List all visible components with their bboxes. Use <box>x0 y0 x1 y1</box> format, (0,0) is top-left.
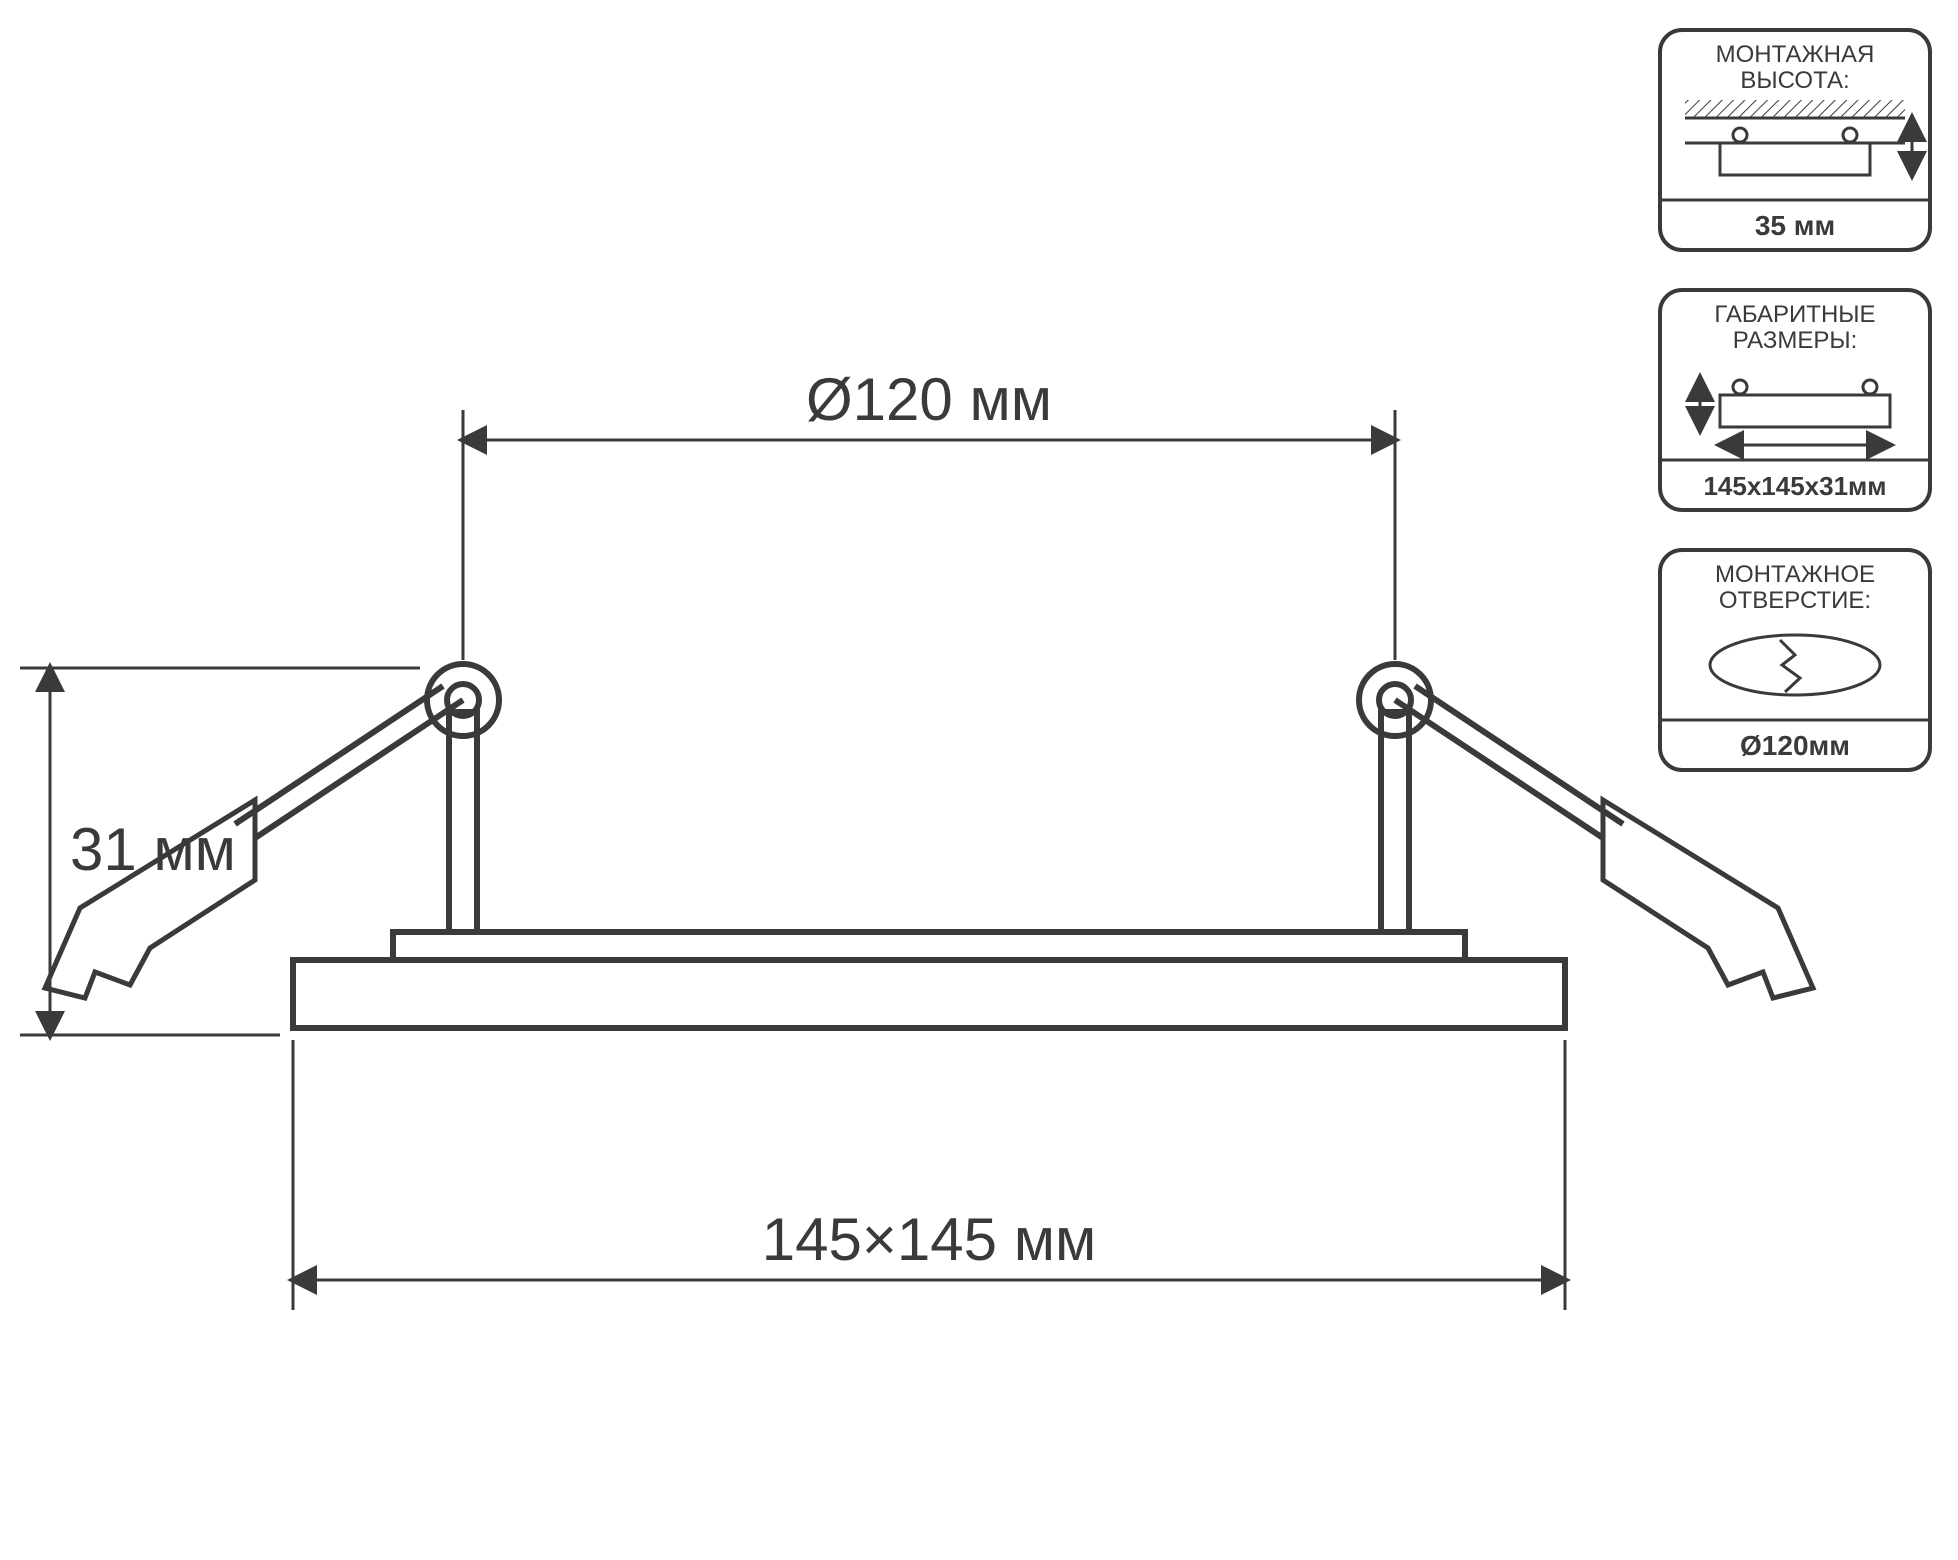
od-value: 145х145х31мм <box>1703 471 1886 501</box>
dimension-left-label: 31 мм <box>70 816 236 883</box>
co-value: Ø120мм <box>1740 730 1850 761</box>
dimension-top <box>463 410 1395 660</box>
info-box-mounting-height: МОНТАЖНАЯ ВЫСОТА: 35 мм <box>1660 30 1930 250</box>
mh-label1: МОНТАЖНАЯ <box>1716 41 1875 68</box>
od-label2: РАЗМЕРЫ: <box>1733 327 1858 354</box>
co-label2: ОТВЕРСТИЕ: <box>1719 587 1871 614</box>
fixture-side-view <box>45 664 1813 1028</box>
mh-value: 35 мм <box>1755 210 1835 241</box>
dimension-bottom-label: 145×145 мм <box>762 1206 1096 1273</box>
info-box-overall-dims: ГАБАРИТНЫЕ РАЗМЕРЫ: 145х145х31мм <box>1660 290 1930 510</box>
co-label1: МОНТАЖНОЕ <box>1715 561 1875 588</box>
mh-label2: ВЫСОТА: <box>1740 67 1849 94</box>
info-box-cutout: МОНТАЖНОЕ ОТВЕРСТИЕ: Ø120мм <box>1660 550 1930 770</box>
technical-drawing: Ø120 мм 145×145 мм 31 мм МОНТАЖНАЯ ВЫСОТ… <box>0 0 1958 1560</box>
dimension-top-label: Ø120 мм <box>806 366 1052 433</box>
od-label1: ГАБАРИТНЫЕ <box>1714 301 1875 328</box>
